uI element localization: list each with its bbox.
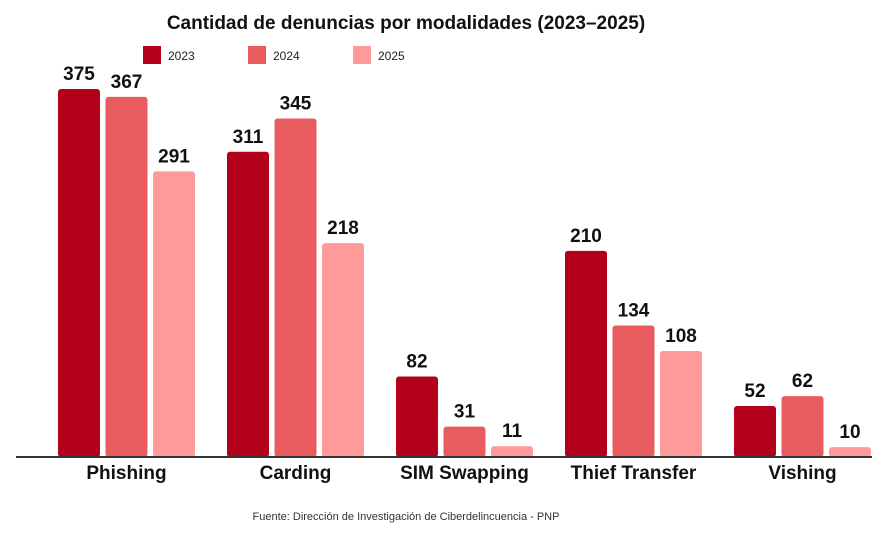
- bar-phishing-2023: [58, 89, 100, 457]
- category-label-vishing: Vishing: [768, 463, 836, 484]
- category-label-carding: Carding: [260, 463, 332, 484]
- legend-swatch-2025: [353, 46, 371, 64]
- value-labels-group: 375 367 291 311 345 218 82 31 11 210 134 108 52 62 10: [63, 64, 860, 443]
- value-label-vishing-2025: 10: [839, 422, 860, 443]
- bars-group: [58, 89, 871, 457]
- legend-label-2023: 2023: [168, 49, 195, 63]
- bar-phishing-2024: [105, 96, 148, 457]
- value-label-thief-transfer-2024: 134: [618, 301, 650, 322]
- legend-swatch-2023: [143, 46, 161, 64]
- bar-carding-2025: [322, 243, 364, 457]
- category-labels-group: Phishing Carding SIM Swapping Thief Transfe…: [86, 463, 836, 484]
- chart-title: Cantidad de denuncias por modalidades (2…: [167, 13, 645, 34]
- value-label-vishing-2023: 52: [744, 381, 765, 402]
- category-label-sim-swapping: SIM Swapping: [400, 463, 529, 484]
- legend-swatch-2024: [248, 46, 266, 64]
- bar-thief-transfer-2025: [660, 351, 702, 457]
- value-label-thief-transfer-2025: 108: [665, 326, 697, 347]
- value-label-carding-2023: 311: [233, 127, 264, 148]
- value-label-sim-swapping-2024: 31: [454, 402, 476, 423]
- value-label-sim-swapping-2025: 11: [502, 421, 523, 442]
- value-label-thief-transfer-2023: 210: [570, 226, 602, 247]
- bar-vishing-2023: [734, 405, 776, 457]
- bar-thief-transfer-2023: [565, 250, 607, 457]
- bar-vishing-2025: [829, 447, 871, 457]
- legend: 2023 2024 2025: [143, 46, 405, 64]
- bar-sim-swapping-2023: [396, 376, 438, 457]
- legend-label-2024: 2024: [273, 49, 300, 63]
- category-label-phishing: Phishing: [86, 463, 166, 484]
- legend-label-2025: 2025: [378, 49, 405, 63]
- value-label-carding-2024: 345: [280, 93, 312, 114]
- value-label-phishing-2023: 375: [63, 64, 95, 85]
- bar-thief-transfer-2024: [612, 325, 655, 457]
- value-label-carding-2025: 218: [327, 218, 359, 239]
- bar-carding-2023: [227, 151, 269, 457]
- bar-sim-swapping-2024: [443, 426, 486, 457]
- value-label-vishing-2024: 62: [792, 371, 813, 392]
- source-note: Fuente: Dirección de Investigación de Ci…: [253, 511, 560, 523]
- bar-sim-swapping-2025: [491, 446, 533, 457]
- value-label-sim-swapping-2023: 82: [406, 352, 427, 373]
- bar-phishing-2025: [153, 171, 195, 457]
- category-label-thief-transfer: Thief Transfer: [571, 463, 697, 484]
- bar-vishing-2024: [781, 396, 824, 457]
- value-label-phishing-2024: 367: [111, 72, 143, 93]
- value-label-phishing-2025: 291: [158, 146, 190, 167]
- bar-carding-2024: [274, 118, 317, 457]
